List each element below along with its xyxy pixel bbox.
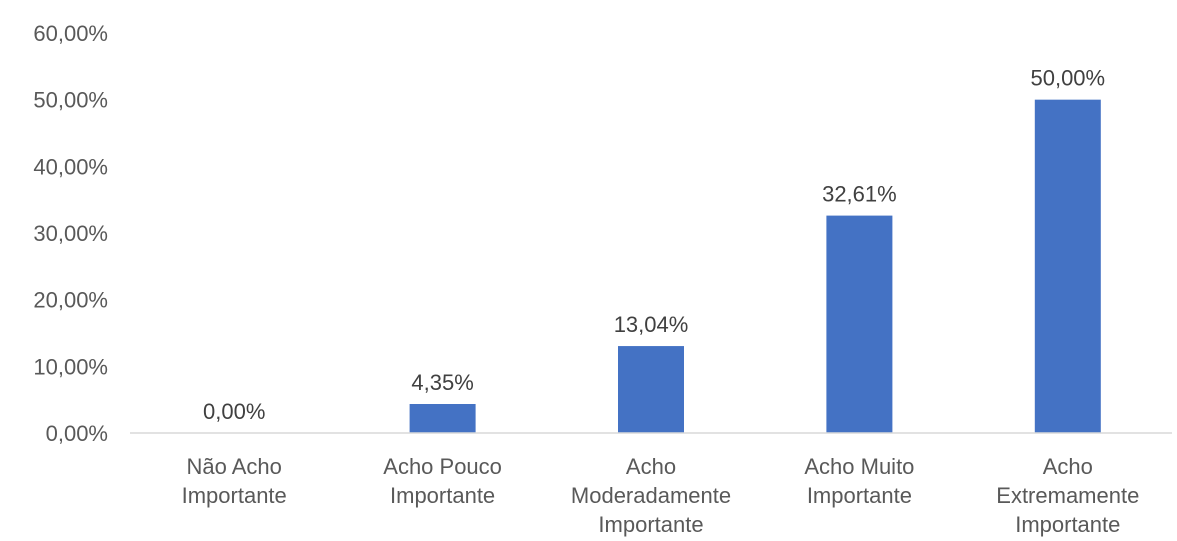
y-tick-label: 50,00% — [33, 88, 108, 113]
y-tick-label: 20,00% — [33, 288, 108, 313]
x-category-label-line: Importante — [390, 483, 495, 508]
bar — [826, 215, 893, 433]
x-category-label: Acho Extremamente Importante — [996, 454, 1139, 537]
y-tick-label: 10,00% — [33, 354, 108, 379]
data-label: 0,00% — [203, 399, 265, 424]
data-labels-group: 0,00% 4,35% 13,04% 32,61% 50,00% — [203, 66, 1105, 424]
y-tick-label: 40,00% — [33, 154, 108, 179]
y-tick-label: 0,00% — [46, 421, 108, 446]
x-category-label-line: Não Acho — [186, 454, 281, 479]
x-category-label-line: Importante — [1015, 512, 1120, 537]
x-category-label-line: Acho Muito — [804, 454, 914, 479]
bar — [618, 346, 684, 433]
data-label: 13,04% — [614, 312, 689, 337]
data-label: 32,61% — [822, 182, 897, 207]
bar — [409, 404, 476, 433]
x-category-label-line: Acho — [626, 454, 676, 479]
x-category-label-line: Moderadamente — [571, 483, 731, 508]
y-tick-label: 30,00% — [33, 221, 108, 246]
y-tick-label: 60,00% — [33, 21, 108, 46]
bar — [1034, 99, 1101, 434]
x-category-label-line: Acho — [1043, 454, 1093, 479]
data-label: 4,35% — [411, 370, 473, 395]
y-axis-tick-labels: 0,00% 10,00% 20,00% 30,00% 40,00% 50,00% 60,00… — [33, 21, 108, 446]
x-category-label-line: Acho Pouco — [383, 454, 502, 479]
x-category-label-line: Importante — [182, 483, 287, 508]
data-label: 50,00% — [1030, 66, 1105, 91]
bars-group — [409, 99, 1101, 434]
x-category-label: Não Acho Importante — [182, 454, 287, 508]
x-category-label-line: Extremamente — [996, 483, 1139, 508]
x-category-label: Acho Moderadamente Importante — [571, 454, 731, 537]
x-category-label-line: Importante — [807, 483, 912, 508]
x-category-label: Acho Muito Importante — [804, 454, 914, 508]
x-category-label: Acho Pouco Importante — [383, 454, 502, 508]
x-category-label-line: Importante — [598, 512, 703, 537]
